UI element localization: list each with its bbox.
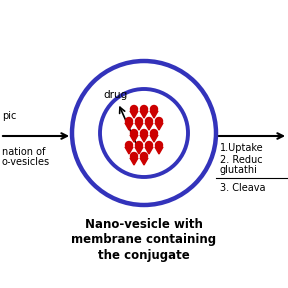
Circle shape [145,141,153,149]
Circle shape [130,130,137,137]
Polygon shape [135,123,143,130]
Polygon shape [130,111,138,118]
Circle shape [100,89,188,177]
Circle shape [135,141,143,149]
Circle shape [141,153,147,160]
Polygon shape [125,147,133,154]
Text: nation of: nation of [2,147,46,157]
Polygon shape [130,158,138,165]
Polygon shape [145,123,153,130]
Polygon shape [145,147,153,154]
Text: membrane containing: membrane containing [71,234,217,247]
Polygon shape [140,158,148,165]
Polygon shape [150,135,158,142]
Circle shape [156,118,162,124]
Circle shape [141,130,147,137]
Text: Nano-vesicle with: Nano-vesicle with [85,217,203,230]
Circle shape [156,141,162,149]
Text: 3. Cleava: 3. Cleava [220,183,266,193]
Text: glutathi: glutathi [220,165,258,175]
Text: drug: drug [103,90,127,100]
Polygon shape [155,147,163,154]
Text: 2. Reduc: 2. Reduc [220,155,263,165]
Circle shape [141,105,147,113]
Polygon shape [150,111,158,118]
Circle shape [130,153,137,160]
Circle shape [151,130,158,137]
Circle shape [135,118,143,124]
Polygon shape [140,135,148,142]
Text: o-vesicles: o-vesicles [2,157,50,167]
Polygon shape [130,135,138,142]
Circle shape [130,105,137,113]
Polygon shape [140,111,148,118]
Polygon shape [155,123,163,130]
Polygon shape [135,147,143,154]
Text: pic: pic [2,111,16,121]
Text: the conjugate: the conjugate [98,249,190,262]
Circle shape [151,105,158,113]
Circle shape [126,141,132,149]
Polygon shape [125,123,133,130]
Circle shape [126,118,132,124]
Text: 1.Uptake: 1.Uptake [220,143,264,153]
Circle shape [145,118,153,124]
